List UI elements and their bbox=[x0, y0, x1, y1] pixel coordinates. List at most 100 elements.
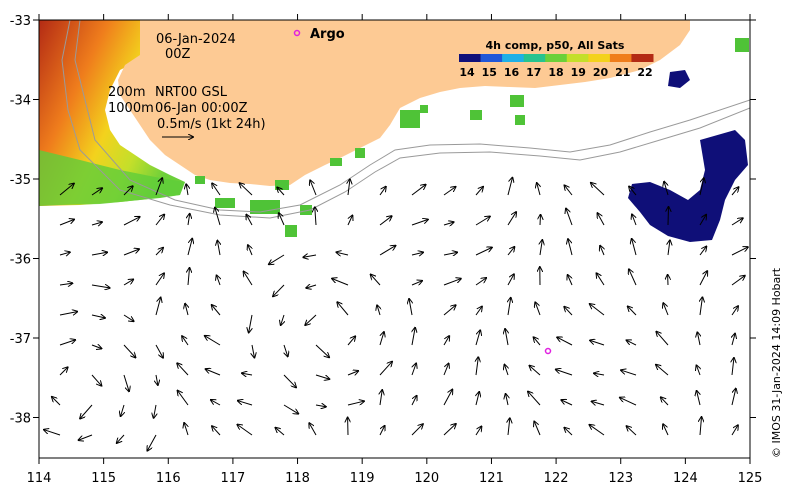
isobath-1000m bbox=[61, 20, 750, 219]
x-axis: 114 115 116 117 118 119 120 121 122 123 124 125 bbox=[27, 14, 762, 486]
isobath-200m-label: 200m bbox=[108, 85, 145, 100]
current-vector bbox=[347, 401, 364, 406]
colorbar-tick-label: 21 bbox=[615, 66, 630, 79]
current-vector bbox=[347, 336, 355, 346]
current-vector bbox=[123, 314, 134, 321]
current-vector bbox=[123, 374, 129, 391]
current-vector bbox=[315, 344, 329, 357]
current-vector bbox=[59, 252, 70, 255]
current-vector bbox=[379, 216, 392, 226]
current-vector bbox=[664, 182, 669, 196]
current-vector bbox=[411, 364, 416, 376]
current-vector bbox=[556, 370, 573, 376]
current-vector bbox=[155, 344, 163, 358]
current-vector bbox=[557, 337, 573, 346]
scale-label: 0.5m/s (1kt 24h) bbox=[157, 117, 266, 132]
current-vector bbox=[187, 239, 192, 256]
current-vector bbox=[411, 281, 422, 285]
current-vector bbox=[273, 284, 285, 296]
current-vector bbox=[123, 217, 140, 226]
argo-float-marker bbox=[544, 347, 552, 355]
y-axis: -33 -34 -35 -36 -37 -38 bbox=[10, 14, 756, 427]
current-vector bbox=[731, 187, 739, 196]
field-time-label: 06-Jan 00:00Z bbox=[155, 101, 248, 116]
current-vector bbox=[59, 283, 72, 285]
current-vector bbox=[347, 371, 358, 375]
current-vector bbox=[379, 426, 385, 436]
current-vector bbox=[91, 374, 101, 386]
current-vector bbox=[348, 179, 350, 196]
current-vector bbox=[186, 184, 188, 196]
current-vector bbox=[409, 299, 412, 316]
current-vector bbox=[530, 366, 541, 376]
time-label: 00Z bbox=[165, 47, 191, 62]
y-tick-label: -35 bbox=[10, 173, 31, 188]
current-vector bbox=[279, 213, 285, 226]
current-vector bbox=[303, 255, 317, 257]
copyright-label: © IMOS 31-Jan-2024 14:09 Hobart bbox=[770, 267, 783, 458]
current-vector bbox=[540, 215, 541, 226]
current-vector bbox=[276, 428, 285, 436]
current-vector bbox=[411, 185, 426, 196]
current-vector bbox=[177, 363, 189, 376]
current-vector bbox=[443, 424, 456, 436]
isobath-1000m-label: 1000m bbox=[108, 101, 154, 116]
current-vector bbox=[663, 303, 669, 316]
current-vector bbox=[632, 239, 637, 256]
current-vector bbox=[59, 220, 74, 226]
current-vector bbox=[377, 305, 380, 316]
colorbar-swatch bbox=[480, 54, 503, 62]
current-vector bbox=[507, 274, 514, 286]
x-tick-label: 114 bbox=[27, 471, 52, 486]
current-vector bbox=[564, 428, 573, 436]
current-vector bbox=[212, 426, 221, 436]
current-vector bbox=[123, 280, 133, 286]
sst-coastal-patches bbox=[195, 38, 749, 237]
current-vector bbox=[411, 220, 428, 226]
current-vector bbox=[668, 240, 670, 256]
current-vector bbox=[732, 334, 735, 346]
current-vector bbox=[332, 279, 349, 286]
current-vector bbox=[244, 272, 253, 286]
current-vector bbox=[309, 423, 317, 436]
current-vector bbox=[731, 247, 748, 256]
colorbar-tick-label: 17 bbox=[526, 66, 541, 79]
current-vector bbox=[590, 304, 605, 316]
current-vector bbox=[475, 217, 490, 226]
y-tick-label: -33 bbox=[10, 14, 31, 29]
current-vector bbox=[661, 397, 669, 406]
current-vector bbox=[310, 180, 317, 196]
current-vector bbox=[249, 314, 252, 332]
current-vector bbox=[155, 215, 164, 226]
date-label: 06-Jan-2024 bbox=[156, 32, 236, 47]
plot-frame bbox=[38, 19, 751, 459]
y-tick-label: -36 bbox=[10, 253, 31, 268]
current-vector bbox=[155, 273, 164, 286]
current-vector bbox=[211, 400, 221, 406]
colorbar: 14 15 16 17 18 19 20 21 22 bbox=[459, 54, 654, 79]
current-vector bbox=[91, 315, 105, 318]
current-vector bbox=[506, 394, 508, 406]
isobath-200m bbox=[74, 20, 750, 213]
current-vector bbox=[594, 373, 605, 375]
current-vector bbox=[629, 269, 637, 286]
current-vector bbox=[568, 239, 573, 256]
current-vector bbox=[629, 187, 637, 196]
current-vector bbox=[212, 305, 221, 316]
current-vector bbox=[565, 185, 573, 196]
x-tick-label: 122 bbox=[544, 471, 569, 486]
colorbar-tick-label: 15 bbox=[482, 66, 497, 79]
current-vector bbox=[91, 222, 102, 225]
current-vector bbox=[379, 187, 386, 196]
current-vector bbox=[91, 188, 102, 196]
current-vector bbox=[252, 344, 254, 358]
current-vector bbox=[561, 400, 573, 406]
sst-cold-patch bbox=[628, 130, 748, 242]
x-tick-label: 117 bbox=[220, 471, 245, 486]
current-vector bbox=[475, 278, 486, 286]
current-vector bbox=[59, 312, 77, 315]
current-vector bbox=[597, 273, 605, 286]
current-vector bbox=[379, 332, 384, 346]
current-vector bbox=[246, 215, 253, 226]
current-vector bbox=[568, 275, 573, 286]
